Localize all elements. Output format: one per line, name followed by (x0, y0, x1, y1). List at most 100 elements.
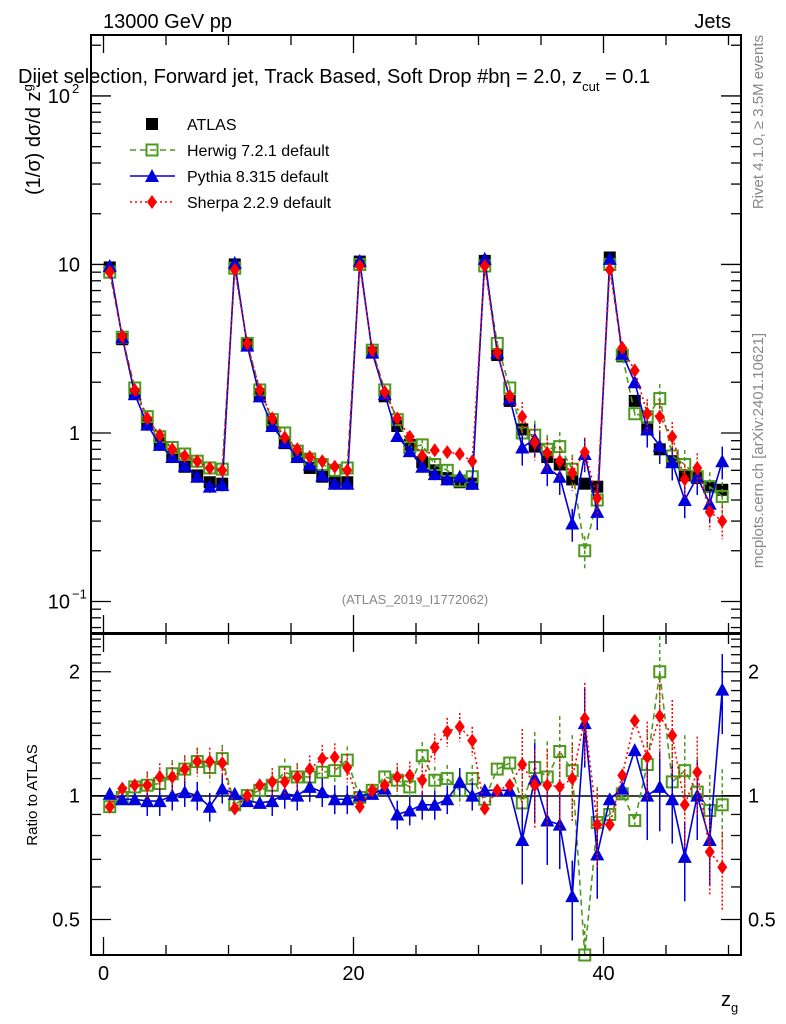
data-point (427, 467, 442, 481)
legend-item: ATLAS (146, 117, 237, 134)
data-point (565, 889, 580, 903)
data-point (717, 514, 728, 529)
data-point (167, 769, 178, 784)
data-point (354, 799, 365, 814)
data-point (217, 756, 228, 771)
data-point (467, 454, 478, 469)
plot-title-main: Dijet selection, Forward jet, Track Base… (18, 66, 582, 88)
data-point (629, 713, 640, 728)
data-point (642, 750, 653, 765)
data-point (678, 764, 692, 778)
analysis-watermark: (ATLAS_2019_I1772062) (342, 592, 488, 607)
data-point (129, 778, 140, 793)
data-point (529, 778, 540, 793)
data-point (440, 772, 454, 786)
data-point (215, 781, 230, 795)
ratio-ytick-labels-right: 0.5 1 2 (748, 662, 776, 932)
data-point (327, 792, 342, 806)
legend-marker (145, 143, 159, 157)
data-point (290, 788, 305, 802)
data-point (465, 788, 480, 802)
data-point (492, 783, 503, 798)
main-axis-ticks (91, 35, 741, 633)
main-ytick-label-exp: 2 (72, 81, 79, 96)
data-point (517, 757, 528, 772)
data-point (602, 251, 617, 265)
ratio-ytick-label-right: 2 (748, 662, 759, 684)
data-point (692, 765, 703, 780)
data-point (202, 799, 217, 813)
legend-marker (145, 169, 159, 182)
xtick-label: 40 (592, 963, 614, 985)
data-point (652, 438, 667, 452)
data-point (578, 477, 591, 490)
ratio-panel: 0.5 1 2 0.5 1 2 0 20 40 Ratio to ATLAS zg (24, 633, 776, 1015)
data-point (379, 385, 390, 400)
data-point (567, 771, 578, 786)
data-point (165, 450, 180, 464)
data-point (302, 779, 317, 793)
data-point (652, 779, 667, 793)
data-point (479, 258, 490, 273)
data-point (617, 768, 628, 783)
data-point (590, 504, 605, 518)
data-point (667, 728, 678, 743)
series-sherpa (104, 680, 728, 912)
data-point (152, 437, 167, 451)
data-point (628, 814, 642, 828)
header-energy-label: 13000 GeV pp (103, 11, 232, 33)
data-point (627, 743, 642, 757)
data-point (390, 807, 405, 821)
data-point (702, 833, 717, 847)
data-point (542, 778, 553, 793)
data-point (317, 751, 328, 766)
data-point (440, 472, 455, 486)
main-ytick-label: 1 (69, 423, 80, 445)
data-point (567, 465, 578, 480)
data-point (342, 463, 353, 478)
data-point (442, 445, 453, 460)
ratio-ylabel: Ratio to ATLAS (24, 744, 41, 845)
ratio-ytick-label-right: 1 (748, 786, 759, 808)
data-point (104, 265, 115, 280)
data-point (279, 430, 290, 445)
data-point (179, 448, 190, 463)
data-point (242, 788, 253, 803)
data-point (265, 418, 280, 432)
data-point (190, 469, 205, 483)
data-point (104, 799, 115, 814)
ratio-ytick-label: 0.5 (52, 910, 80, 932)
data-point (692, 460, 703, 475)
data-point (315, 785, 330, 799)
series-sherpa (104, 258, 728, 540)
ratio-ytick-labels: 0.5 1 2 (52, 662, 80, 932)
ratio-ytick-label: 2 (69, 662, 80, 684)
data-point (417, 448, 428, 463)
data-point (554, 779, 565, 794)
rivet-version-label: Rivet 4.1.0, ≥ 3.5M events (750, 35, 767, 209)
data-point (679, 472, 690, 487)
data-point (329, 459, 340, 474)
xlabel-text: z (721, 989, 731, 1011)
series-line (109, 671, 723, 956)
data-point (677, 493, 692, 507)
data-point (117, 329, 128, 344)
legend-label: Pythia 8.315 default (187, 169, 329, 186)
data-point (604, 817, 615, 832)
data-point (390, 428, 405, 442)
data-point (452, 774, 467, 788)
data-point (217, 463, 228, 478)
data-point (517, 409, 528, 424)
data-point (565, 516, 580, 530)
series-pythia (102, 654, 730, 941)
data-point (627, 375, 642, 389)
main-ytick-label-exp: −1 (72, 586, 87, 601)
data-point (665, 792, 680, 806)
data-point (465, 476, 480, 490)
main-ytick-label: 10 (48, 86, 70, 108)
series-herwig (103, 257, 729, 569)
data-point (417, 773, 428, 788)
data-point (642, 406, 653, 421)
data-point (340, 476, 355, 490)
